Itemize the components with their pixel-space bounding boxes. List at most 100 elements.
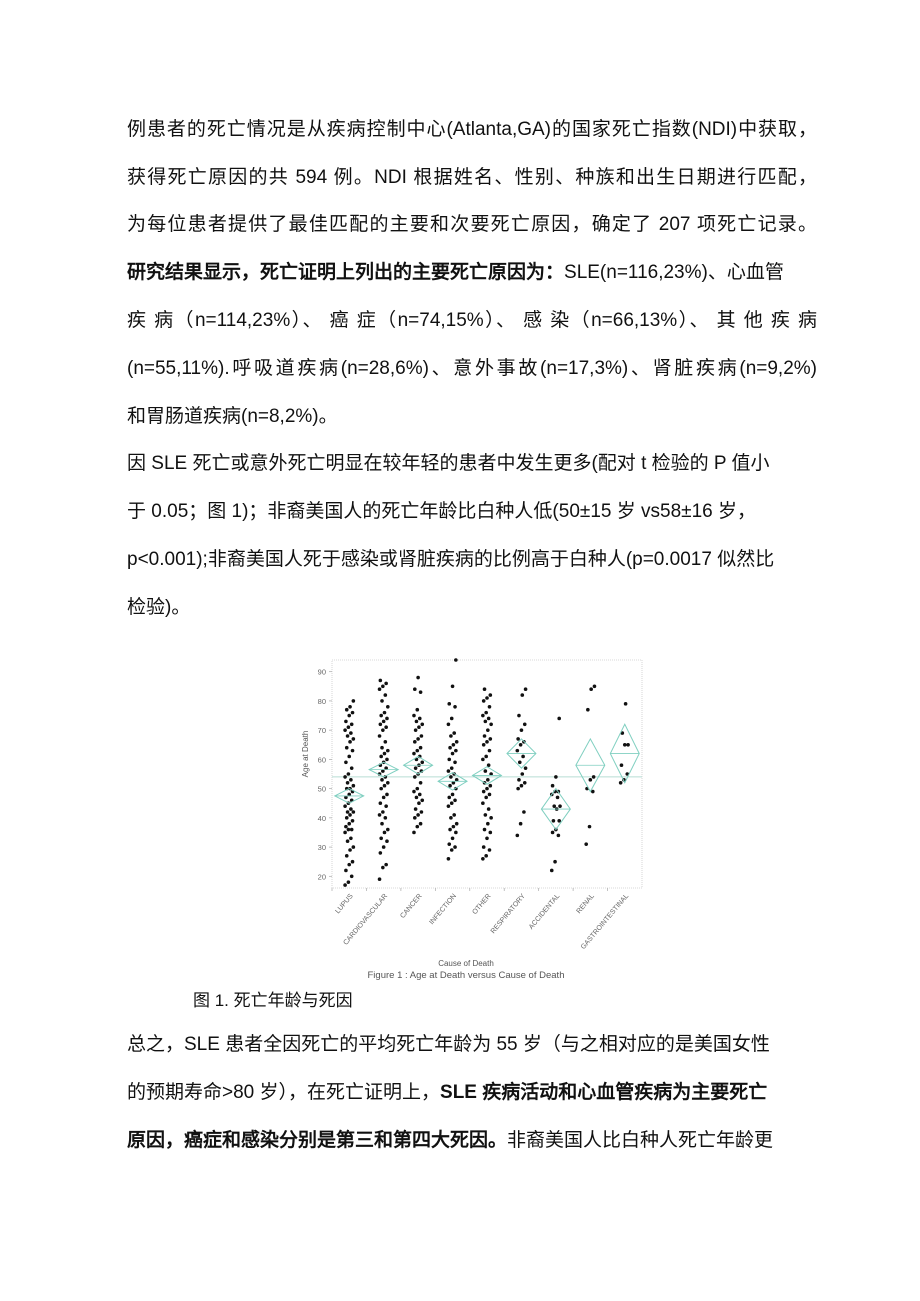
data-point (520, 693, 525, 697)
data-point (488, 737, 493, 741)
data-point (378, 801, 383, 806)
data-point (344, 816, 349, 820)
data-point (487, 848, 492, 852)
data-point (379, 754, 383, 759)
data-point (382, 830, 387, 835)
data-point (344, 824, 348, 829)
data-point (344, 868, 348, 873)
data-point (351, 699, 356, 703)
data-point (385, 757, 389, 762)
data-point (349, 778, 353, 782)
data-point (347, 862, 352, 867)
data-point (489, 722, 493, 727)
data-point (349, 827, 354, 832)
x-tick-label: OTHER (471, 893, 492, 916)
data-point (417, 792, 422, 797)
data-point (453, 798, 457, 803)
data-point (452, 731, 457, 735)
data-point (481, 856, 485, 861)
data-point (486, 807, 491, 811)
text-line: 总之，SLE 患者全因死亡的平均死亡年龄为 55 岁（与之相对应的是美国女性 (127, 1034, 770, 1055)
data-point (413, 687, 417, 692)
data-point (346, 827, 351, 832)
data-point (482, 734, 487, 738)
data-point (383, 693, 388, 697)
data-point (420, 722, 425, 727)
data-point (552, 804, 557, 808)
data-point (344, 707, 349, 712)
y-tick-label: 60 (318, 755, 326, 764)
data-point (343, 775, 347, 779)
data-point (453, 704, 457, 709)
data-point (446, 804, 451, 808)
data-point (377, 734, 382, 738)
data-point (523, 687, 528, 692)
data-point (523, 766, 528, 770)
data-point (349, 766, 354, 770)
data-point (516, 786, 520, 791)
data-point (418, 821, 423, 826)
data-point (412, 713, 416, 718)
text-line: 检验)。 (127, 597, 191, 618)
data-point (350, 748, 355, 753)
data-point (344, 745, 349, 750)
data-point (377, 813, 382, 817)
data-point (346, 880, 351, 884)
data-point (382, 751, 387, 756)
data-point (489, 816, 493, 820)
y-tick-label: 90 (318, 668, 326, 677)
data-point (351, 810, 356, 814)
data-point (386, 704, 390, 709)
data-point (449, 816, 453, 820)
text-line: 因 SLE 死亡或意外死亡明显在较年轻的患者中发生更多(配对 t 检验的 P 值… (127, 453, 770, 474)
data-point (343, 804, 347, 808)
data-point (348, 848, 352, 852)
text-span: SLE(n=116,23%)、心血管 (564, 262, 784, 283)
bold-span: 原因，癌症和感染分别是第三和第四大死因。 (127, 1130, 508, 1151)
data-point (381, 719, 386, 724)
text-line: 和胃肠道疾病(n=8,2%)。 (127, 406, 338, 427)
data-point (413, 816, 417, 820)
data-point (449, 766, 454, 770)
data-point (379, 713, 383, 718)
data-point (518, 821, 523, 826)
data-point (451, 824, 456, 829)
data-point (550, 783, 555, 788)
text-line: 原因，癌症和感染分别是第三和第四大死因。非裔美国人比白种人死亡年龄更 (127, 1129, 817, 1153)
data-point (519, 728, 524, 732)
data-point (381, 684, 385, 689)
data-point (619, 763, 624, 768)
data-point (454, 658, 458, 662)
data-point (386, 748, 390, 753)
data-point (483, 719, 488, 724)
data-point (454, 748, 458, 753)
mean-diamond (471, 766, 503, 785)
y-axis-label: Age at Death (301, 731, 310, 778)
text-line: 于 0.05；图 1)；非裔美国人的死亡年龄比白种人低(50±15 岁 vs58… (127, 501, 756, 522)
data-point (344, 760, 348, 765)
data-point (383, 816, 388, 820)
data-point (447, 842, 452, 846)
bold-span: SLE 疾病活动和心血管疾病为主要死亡 (440, 1082, 768, 1103)
data-point (378, 851, 383, 855)
data-point (347, 713, 352, 718)
data-point (413, 740, 417, 744)
data-point (450, 751, 455, 756)
data-point (551, 818, 556, 823)
data-point (343, 728, 347, 732)
data-point (449, 734, 453, 738)
data-point (446, 722, 451, 727)
data-point (348, 740, 352, 744)
data-point (384, 766, 388, 770)
data-point (381, 728, 385, 732)
data-point (349, 722, 354, 727)
data-point (481, 713, 485, 718)
data-point (449, 848, 454, 852)
data-point (626, 742, 630, 747)
data-point (383, 740, 388, 744)
data-point (489, 772, 493, 776)
text-line: (n=55,11%).呼吸道疾病(n=28,6%)、意外事故(n=17,3%)、… (127, 358, 817, 379)
data-point (484, 710, 488, 715)
y-tick-label: 50 (318, 785, 326, 794)
data-point (413, 728, 418, 732)
